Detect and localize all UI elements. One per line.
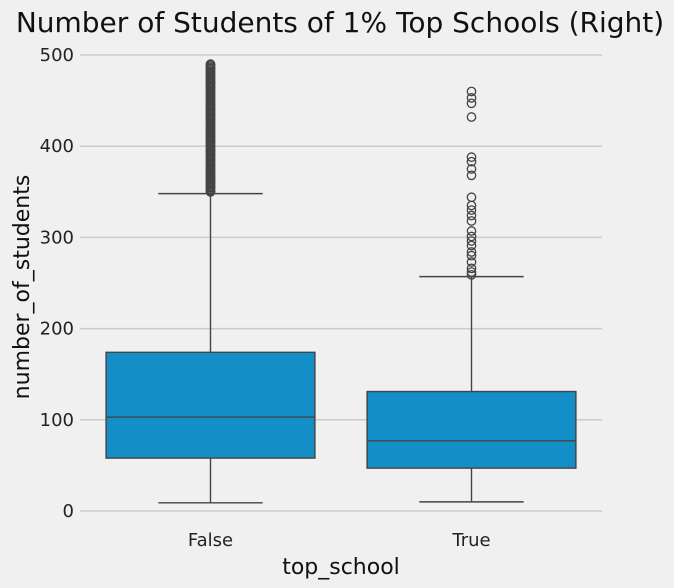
outlier-point xyxy=(466,240,477,251)
outlier-point xyxy=(466,156,477,167)
y-tick-300: 300 xyxy=(40,227,74,248)
chart-title: Number of Students of 1% Top Schools (Ri… xyxy=(16,6,664,39)
outlier-point xyxy=(466,93,477,103)
outlier-point xyxy=(466,86,477,97)
y-tick-500: 500 xyxy=(40,45,74,66)
outlier-point xyxy=(466,231,477,242)
box-iqr xyxy=(105,351,316,459)
box-group-false xyxy=(105,59,316,504)
outlier-point xyxy=(466,257,477,267)
outlier-point xyxy=(466,263,477,274)
y-tick-100: 100 xyxy=(40,410,74,431)
x-tick-true: True xyxy=(451,530,490,551)
outlier-point xyxy=(466,267,477,277)
boxes xyxy=(105,59,577,504)
box-group-true xyxy=(366,86,577,503)
y-axis-label: number_of_students xyxy=(10,175,35,400)
y-tick-400: 400 xyxy=(40,136,74,157)
outlier-point xyxy=(466,152,477,162)
outlier-point xyxy=(466,210,477,221)
outlier-point xyxy=(466,98,477,109)
box-iqr xyxy=(366,390,577,469)
outlier-point xyxy=(205,59,216,70)
outlier-point xyxy=(466,205,477,215)
outlier-point xyxy=(466,247,477,257)
outlier-point xyxy=(466,170,477,181)
outlier-point xyxy=(466,226,477,236)
outlier-point xyxy=(466,269,477,280)
x-tick-labels: False True xyxy=(188,530,491,551)
x-tick-false: False xyxy=(188,530,233,551)
x-axis-label: top_school xyxy=(282,555,400,580)
outlier-point xyxy=(466,164,477,174)
y-tick-labels: 0 100 200 300 400 500 xyxy=(40,45,74,522)
outlier-point xyxy=(466,192,477,203)
outlier-point xyxy=(466,236,477,246)
y-tick-0: 0 xyxy=(63,501,74,522)
outlier-point xyxy=(466,112,477,122)
y-tick-200: 200 xyxy=(40,319,74,340)
outlier-point xyxy=(466,250,477,261)
outlier-point xyxy=(466,216,477,226)
